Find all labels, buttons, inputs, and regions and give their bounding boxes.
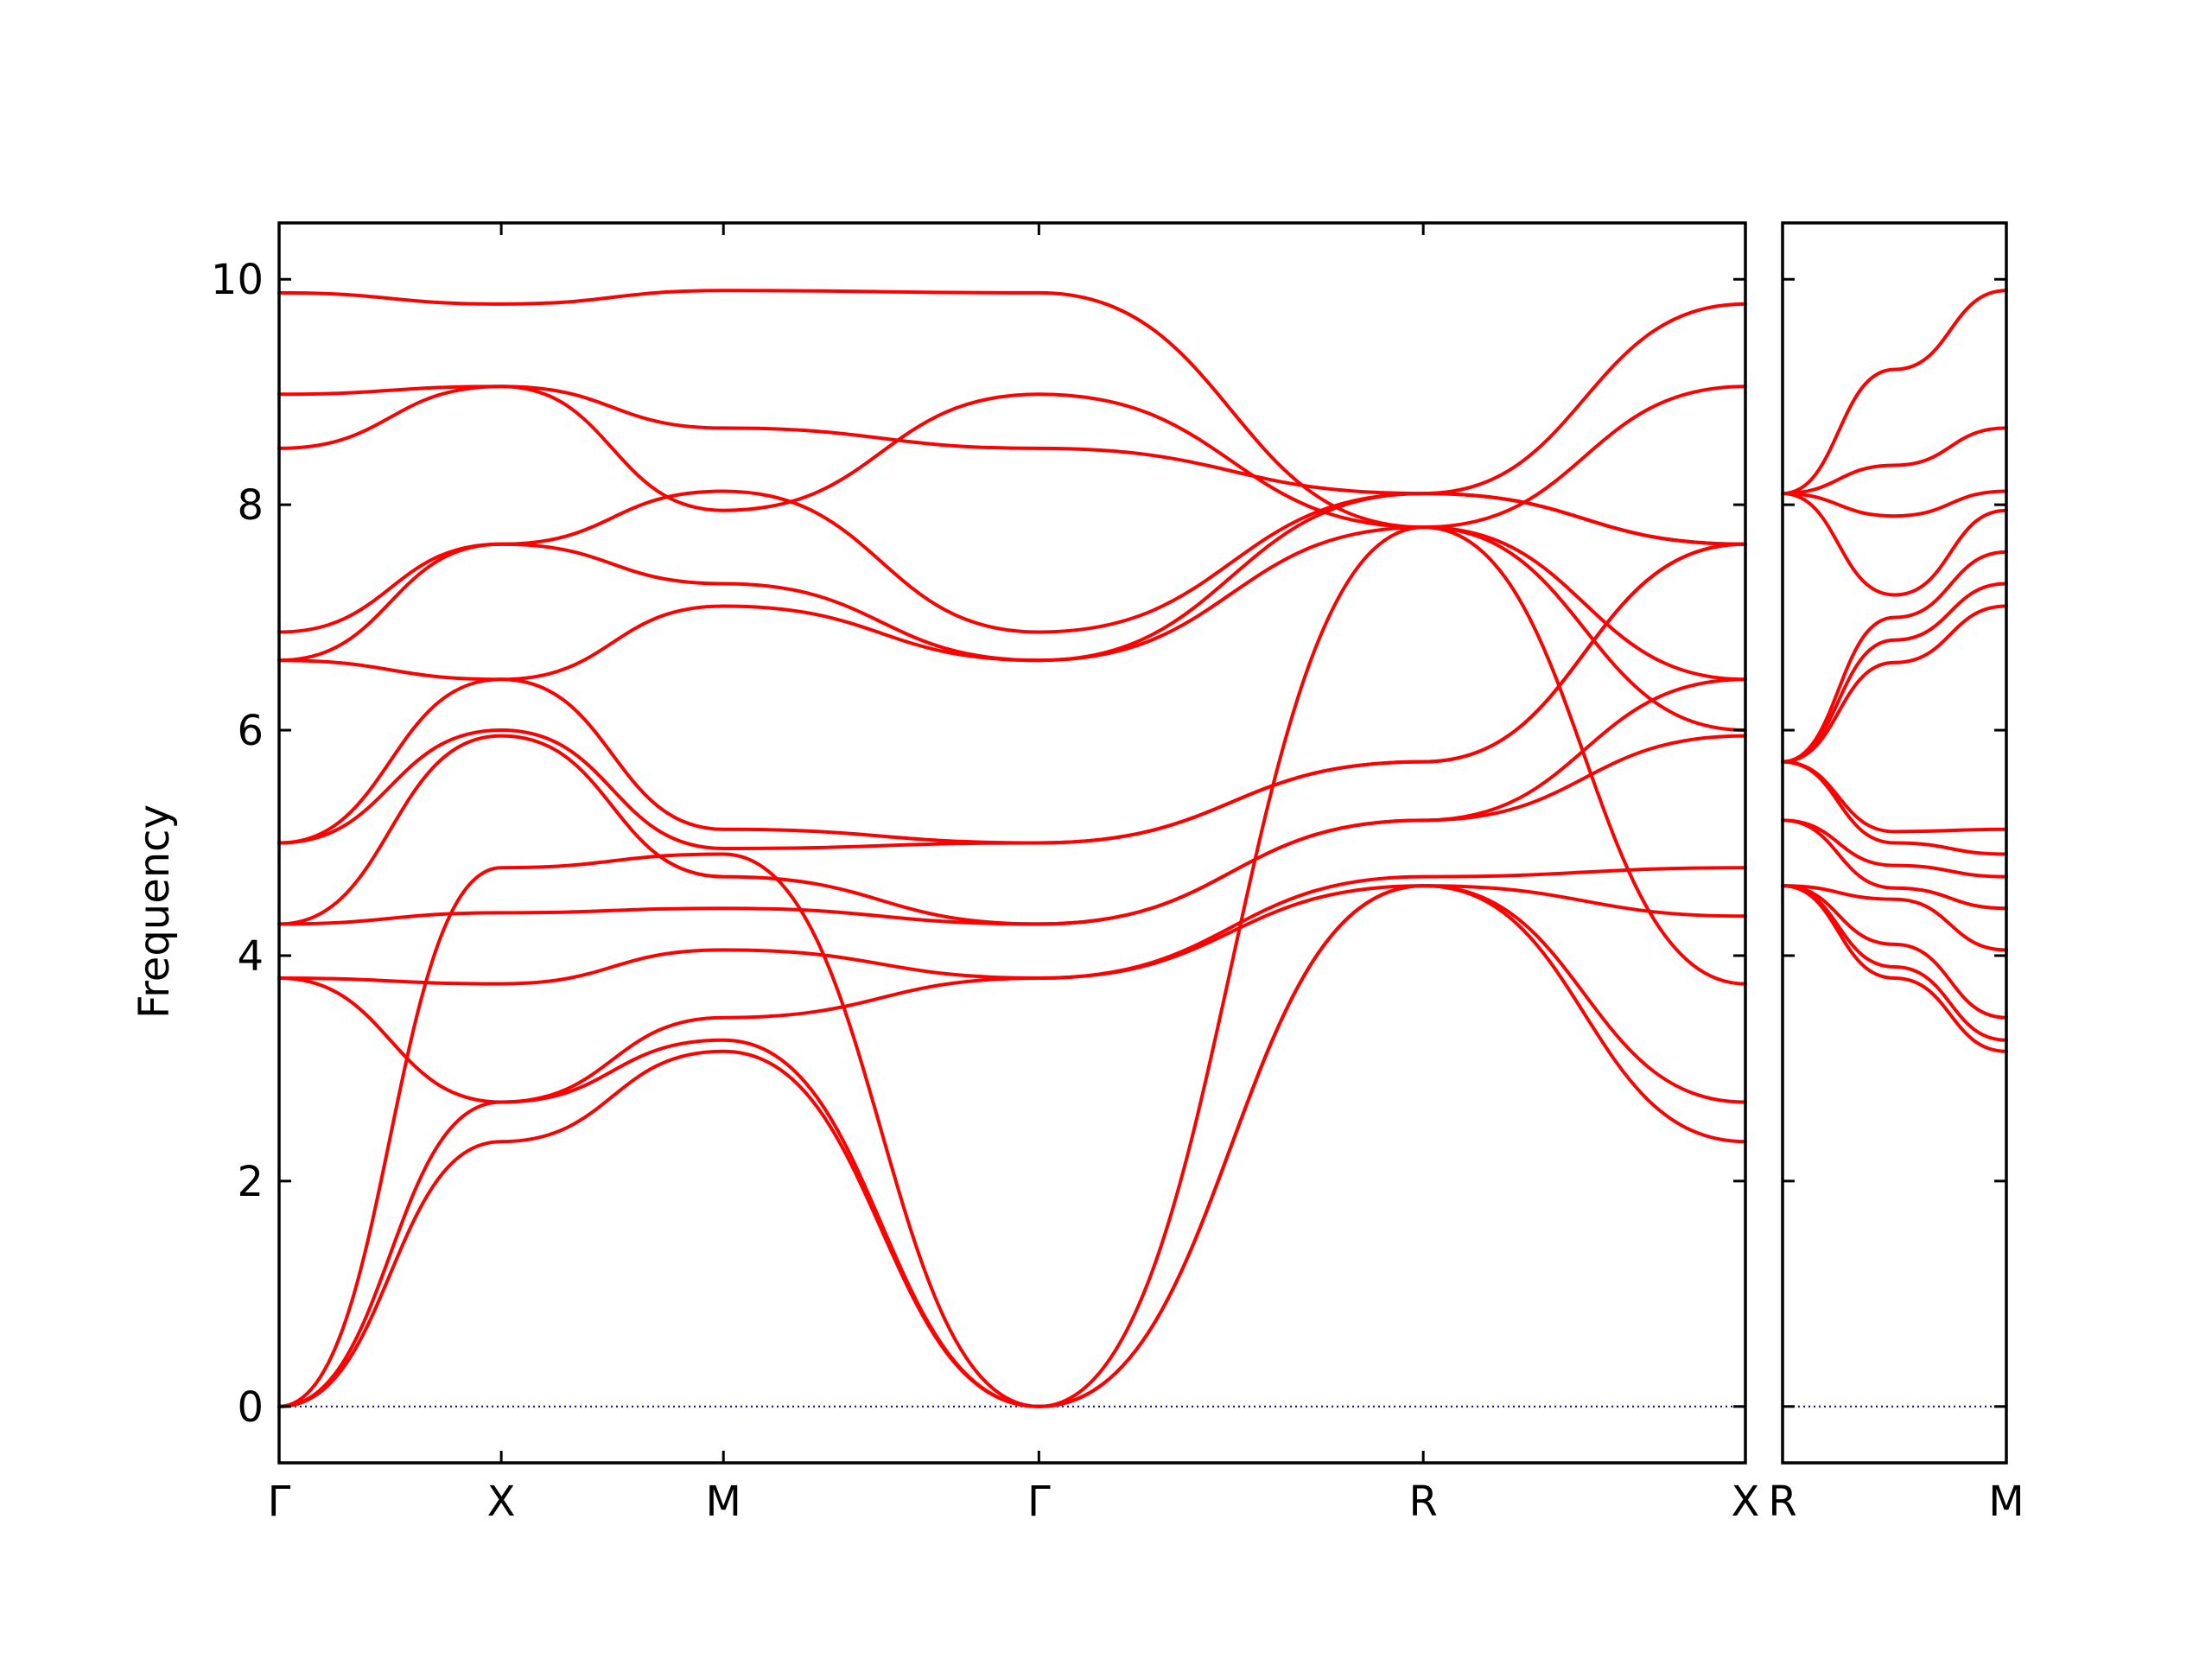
phonon-band-13	[1781, 489, 2008, 518]
panel-right-frame	[1781, 221, 2008, 1465]
y-axis-label: Frequency	[130, 804, 179, 1019]
phonon-band-10	[1781, 582, 2008, 764]
phonon-band-5	[277, 866, 1747, 986]
panel-right-bands	[1781, 289, 2008, 1408]
phonon-band-15	[1781, 289, 2008, 496]
phonon-band-8	[1781, 760, 2008, 834]
phonon-band-3	[1781, 884, 2008, 1020]
phonon-band-6	[277, 734, 1747, 926]
y-tick-label: 2	[237, 1158, 264, 1206]
phonon-band-10	[277, 385, 1747, 682]
phonon-band-5	[1781, 818, 2008, 911]
phonon-band-14	[277, 385, 1747, 682]
panel-left-bands	[277, 289, 1747, 1408]
panel-left-frame	[277, 221, 1747, 1465]
x-tick-label: Γ	[268, 1478, 291, 1526]
phonon-band-2	[1781, 884, 2008, 1042]
y-tick-label: 6	[237, 707, 264, 755]
phonon-band-12	[1781, 492, 2008, 597]
y-tick-labels: 0 2 4 6 8 10	[211, 256, 264, 1432]
x-tick-label: X	[1732, 1478, 1760, 1526]
phonon-band-11	[1781, 550, 2008, 764]
x-tick-label: R	[1408, 1478, 1437, 1526]
phonon-band-3	[277, 525, 1747, 1408]
x-tick-label: X	[487, 1478, 516, 1526]
y-tick-label: 10	[211, 256, 264, 304]
phonon-band-9	[277, 542, 1747, 845]
phonon-band-2	[277, 884, 1747, 1408]
phonon-band-6	[1781, 818, 2008, 879]
y-tick-label: 4	[237, 932, 264, 981]
phonon-band-4	[1781, 884, 2008, 952]
x-tick-label: M	[706, 1478, 741, 1526]
phonon-band-15	[277, 289, 1747, 732]
y-tick-label: 8	[237, 481, 264, 530]
phonon-band-14	[1781, 426, 2008, 496]
x-tick-label: M	[1988, 1478, 2024, 1526]
phonon-band-4	[277, 884, 1747, 1104]
phonon-band-9	[1781, 604, 2008, 764]
x-tick-label: R	[1768, 1478, 1796, 1526]
phonon-band-7	[277, 677, 1747, 926]
x-tick-label: Γ	[1027, 1478, 1051, 1526]
y-tick-label: 0	[237, 1383, 264, 1432]
